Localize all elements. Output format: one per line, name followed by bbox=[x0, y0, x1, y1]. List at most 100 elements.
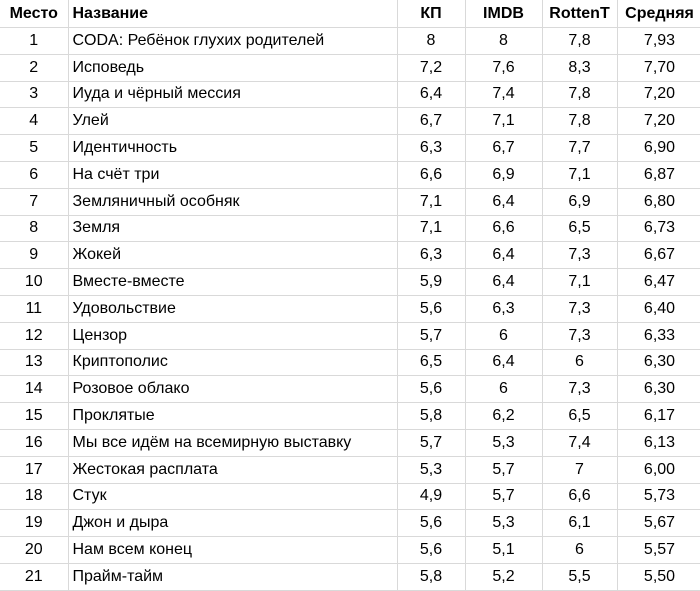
cell-kp[interactable]: 5,8 bbox=[396, 402, 466, 430]
cell-average[interactable]: 6,30 bbox=[616, 375, 700, 404]
cell-title[interactable]: Иуда и чёрный мессия bbox=[67, 80, 398, 109]
cell-average[interactable]: 5,50 bbox=[616, 562, 700, 591]
cell-title[interactable]: Стук bbox=[67, 482, 398, 511]
cell-rottent[interactable]: 7,8 bbox=[541, 80, 618, 109]
cell-imdb[interactable]: 6,6 bbox=[464, 214, 543, 243]
cell-imdb[interactable]: 5,2 bbox=[464, 562, 543, 591]
cell-imdb[interactable]: 6 bbox=[464, 375, 543, 404]
cell-average[interactable]: 7,20 bbox=[616, 107, 700, 136]
cell-average[interactable]: 6,73 bbox=[616, 214, 700, 243]
cell-place[interactable]: 3 bbox=[0, 80, 69, 109]
cell-imdb[interactable]: 6,2 bbox=[464, 402, 543, 430]
cell-title[interactable]: Земля bbox=[67, 214, 398, 243]
cell-place[interactable]: 1 bbox=[0, 27, 69, 55]
cell-kp[interactable]: 6,3 bbox=[396, 241, 466, 270]
cell-title[interactable]: CODA: Ребёнок глухих родителей bbox=[67, 27, 398, 55]
cell-imdb[interactable]: 6,4 bbox=[464, 187, 543, 216]
cell-kp[interactable]: 5,9 bbox=[396, 268, 466, 296]
cell-kp[interactable]: 5,6 bbox=[396, 294, 466, 323]
cell-imdb[interactable]: 6,4 bbox=[464, 268, 543, 296]
cell-rottent[interactable]: 7,8 bbox=[541, 107, 618, 136]
cell-place[interactable]: 15 bbox=[0, 402, 69, 430]
cell-kp[interactable]: 6,3 bbox=[396, 134, 466, 162]
header-imdb[interactable]: IMDB bbox=[464, 0, 543, 28]
cell-imdb[interactable]: 6,4 bbox=[464, 348, 543, 377]
header-rottent[interactable]: RottenT bbox=[541, 0, 618, 28]
cell-place[interactable]: 5 bbox=[0, 134, 69, 162]
cell-kp[interactable]: 5,8 bbox=[396, 562, 466, 591]
cell-title[interactable]: Нам всем конец bbox=[67, 536, 398, 564]
cell-title[interactable]: Криптополис bbox=[67, 348, 398, 377]
cell-place[interactable]: 14 bbox=[0, 375, 69, 404]
cell-kp[interactable]: 8 bbox=[396, 27, 466, 55]
cell-place[interactable]: 13 bbox=[0, 348, 69, 377]
cell-place[interactable]: 2 bbox=[0, 53, 69, 82]
cell-imdb[interactable]: 6 bbox=[464, 321, 543, 350]
cell-average[interactable]: 5,73 bbox=[616, 482, 700, 511]
cell-kp[interactable]: 6,5 bbox=[396, 348, 466, 377]
cell-imdb[interactable]: 5,3 bbox=[464, 428, 543, 457]
cell-place[interactable]: 11 bbox=[0, 294, 69, 323]
cell-average[interactable]: 6,13 bbox=[616, 428, 700, 457]
cell-kp[interactable]: 7,2 bbox=[396, 53, 466, 82]
cell-rottent[interactable]: 6,5 bbox=[541, 402, 618, 430]
cell-place[interactable]: 4 bbox=[0, 107, 69, 136]
cell-title[interactable]: Джон и дыра bbox=[67, 509, 398, 538]
cell-rottent[interactable]: 6 bbox=[541, 536, 618, 564]
cell-imdb[interactable]: 5,3 bbox=[464, 509, 543, 538]
cell-rottent[interactable]: 6,5 bbox=[541, 214, 618, 243]
cell-title[interactable]: Мы все идём на всемирную выставку bbox=[67, 428, 398, 457]
cell-kp[interactable]: 6,4 bbox=[396, 80, 466, 109]
cell-rottent[interactable]: 7,4 bbox=[541, 428, 618, 457]
cell-place[interactable]: 16 bbox=[0, 428, 69, 457]
cell-average[interactable]: 6,00 bbox=[616, 455, 700, 484]
cell-average[interactable]: 6,80 bbox=[616, 187, 700, 216]
cell-place[interactable]: 19 bbox=[0, 509, 69, 538]
cell-imdb[interactable]: 6,4 bbox=[464, 241, 543, 270]
cell-imdb[interactable]: 8 bbox=[464, 27, 543, 55]
cell-title[interactable]: Проклятые bbox=[67, 402, 398, 430]
cell-average[interactable]: 7,70 bbox=[616, 53, 700, 82]
cell-kp[interactable]: 7,1 bbox=[396, 214, 466, 243]
cell-rottent[interactable]: 8,3 bbox=[541, 53, 618, 82]
cell-imdb[interactable]: 6,3 bbox=[464, 294, 543, 323]
cell-kp[interactable]: 5,6 bbox=[396, 375, 466, 404]
cell-rottent[interactable]: 5,5 bbox=[541, 562, 618, 591]
cell-average[interactable]: 6,30 bbox=[616, 348, 700, 377]
cell-place[interactable]: 21 bbox=[0, 562, 69, 591]
cell-rottent[interactable]: 7,7 bbox=[541, 134, 618, 162]
cell-average[interactable]: 6,90 bbox=[616, 134, 700, 162]
cell-average[interactable]: 6,33 bbox=[616, 321, 700, 350]
cell-kp[interactable]: 5,6 bbox=[396, 536, 466, 564]
header-title[interactable]: Название bbox=[67, 0, 398, 28]
cell-title[interactable]: Розовое облако bbox=[67, 375, 398, 404]
cell-title[interactable]: Жокей bbox=[67, 241, 398, 270]
cell-imdb[interactable]: 5,1 bbox=[464, 536, 543, 564]
cell-average[interactable]: 6,17 bbox=[616, 402, 700, 430]
cell-rottent[interactable]: 6,6 bbox=[541, 482, 618, 511]
cell-kp[interactable]: 5,7 bbox=[396, 428, 466, 457]
cell-imdb[interactable]: 7,4 bbox=[464, 80, 543, 109]
cell-place[interactable]: 6 bbox=[0, 160, 69, 189]
cell-place[interactable]: 10 bbox=[0, 268, 69, 296]
cell-place[interactable]: 12 bbox=[0, 321, 69, 350]
cell-title[interactable]: Улей bbox=[67, 107, 398, 136]
cell-average[interactable]: 6,40 bbox=[616, 294, 700, 323]
cell-title[interactable]: Удовольствие bbox=[67, 294, 398, 323]
cell-title[interactable]: Земляничный особняк bbox=[67, 187, 398, 216]
cell-rottent[interactable]: 7,3 bbox=[541, 375, 618, 404]
cell-rottent[interactable]: 7,3 bbox=[541, 241, 618, 270]
header-place[interactable]: Место bbox=[0, 0, 69, 28]
cell-rottent[interactable]: 6 bbox=[541, 348, 618, 377]
cell-rottent[interactable]: 7,3 bbox=[541, 294, 618, 323]
cell-average[interactable]: 7,93 bbox=[616, 27, 700, 55]
cell-title[interactable]: На счёт три bbox=[67, 160, 398, 189]
cell-place[interactable]: 17 bbox=[0, 455, 69, 484]
cell-imdb[interactable]: 6,7 bbox=[464, 134, 543, 162]
cell-kp[interactable]: 4,9 bbox=[396, 482, 466, 511]
cell-average[interactable]: 5,57 bbox=[616, 536, 700, 564]
cell-title[interactable]: Жестокая расплата bbox=[67, 455, 398, 484]
cell-place[interactable]: 8 bbox=[0, 214, 69, 243]
cell-rottent[interactable]: 7,1 bbox=[541, 160, 618, 189]
cell-kp[interactable]: 5,7 bbox=[396, 321, 466, 350]
